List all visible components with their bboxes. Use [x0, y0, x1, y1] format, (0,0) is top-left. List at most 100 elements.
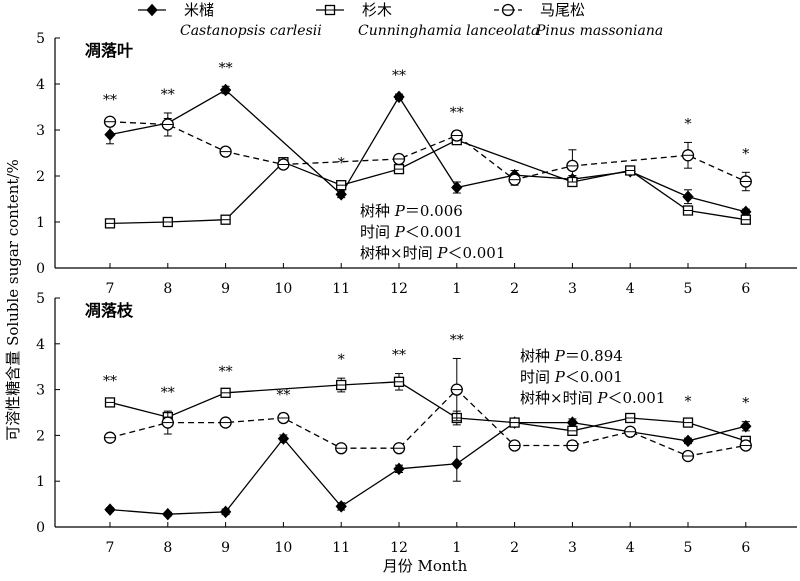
legend-latin-pinus: Pinus massoniana	[535, 23, 663, 39]
data-point-pinus	[739, 439, 752, 452]
data-point-pinus	[277, 158, 290, 171]
data-point-castanopsis	[219, 505, 232, 519]
data-point-cunninghamia	[220, 387, 231, 398]
data-point-pinus	[277, 411, 290, 425]
data-point-pinus	[450, 129, 463, 142]
data-point-cunninghamia	[625, 165, 636, 176]
series-pinus	[103, 357, 752, 463]
data-point-castanopsis	[451, 181, 463, 194]
series-castanopsis	[104, 83, 752, 219]
data-point-castanopsis	[682, 190, 694, 203]
x-tick-label: 3	[568, 281, 577, 297]
data-point-pinus	[681, 149, 695, 162]
legend-item-cunninghamia: 杉木 Cunninghamia lanceolata	[316, 1, 539, 39]
data-point-cunninghamia	[393, 376, 405, 387]
data-point-cunninghamia	[393, 163, 405, 175]
y-axis-label: 可溶性糖含量 Soluble sugar content/%	[4, 159, 22, 440]
x-tick-label: 9	[221, 540, 230, 556]
y-tick-label: 2	[36, 428, 45, 444]
x-axis-label: 月份 Month	[383, 557, 468, 575]
data-point-pinus	[103, 431, 117, 444]
y-tick-label: 3	[36, 383, 45, 399]
data-point-pinus	[681, 449, 695, 463]
x-tick-label: 10	[274, 281, 292, 297]
significance-mark: *	[338, 352, 345, 368]
data-point-castanopsis	[219, 83, 232, 97]
series-line-castanopsis	[109, 421, 746, 515]
legend-zh-castanopsis: 米槠	[184, 1, 214, 19]
data-point-pinus	[624, 425, 637, 438]
y-tick-label: 4	[36, 337, 45, 353]
y-tick-label: 0	[36, 261, 45, 277]
y-tick-label: 1	[36, 215, 45, 231]
x-tick-label: 1	[452, 281, 461, 297]
data-point-castanopsis	[335, 500, 347, 513]
significance-mark: **	[276, 387, 290, 403]
legend-marker-cunninghamia	[324, 4, 336, 16]
data-point-pinus	[508, 439, 521, 452]
data-point-cunninghamia	[740, 214, 751, 225]
data-point-pinus	[161, 118, 174, 131]
legend-marker-castanopsis	[146, 3, 158, 17]
x-tick-label: 8	[163, 281, 172, 297]
data-point-cunninghamia	[509, 417, 520, 428]
data-point-cunninghamia	[336, 180, 347, 191]
x-tick-label: 11	[332, 281, 350, 297]
significance-mark: **	[103, 374, 117, 390]
significance-mark: **	[161, 385, 175, 401]
data-point-cunninghamia	[682, 417, 694, 428]
x-tick-label: 12	[390, 540, 408, 556]
legend: 米槠 Castanopsis carlesii 杉木 Cunninghamia lan…	[138, 1, 663, 39]
series-line-pinus	[109, 121, 747, 183]
panel-title: 凋落枝	[85, 301, 134, 320]
series-castanopsis	[104, 416, 752, 521]
data-point-cunninghamia	[104, 397, 116, 408]
y-tick-label: 0	[36, 520, 45, 536]
x-tick-label: 7	[106, 281, 115, 297]
legend-marker-pinus	[501, 3, 515, 17]
data-point-cunninghamia	[625, 412, 636, 424]
data-point-pinus	[450, 383, 463, 396]
y-tick-label: 1	[36, 474, 45, 490]
y-tick-label: 3	[36, 123, 45, 139]
x-tick-label: 2	[510, 540, 519, 556]
significance-mark: **	[161, 87, 175, 103]
data-point-pinus	[392, 152, 406, 166]
data-point-pinus	[219, 416, 232, 429]
data-point-cunninghamia	[567, 425, 578, 436]
data-point-pinus	[508, 173, 521, 186]
data-point-castanopsis	[104, 503, 116, 516]
legend-latin-cunninghamia: Cunninghamia lanceolata	[358, 23, 539, 39]
x-tick-label: 8	[163, 540, 172, 556]
x-tick-label: 4	[626, 540, 635, 556]
significance-mark: **	[103, 93, 117, 109]
legend-item-castanopsis: 米槠 Castanopsis carlesii	[138, 1, 322, 39]
data-point-cunninghamia	[220, 214, 231, 225]
x-tick-label: 3	[568, 540, 577, 556]
y-tick-label: 2	[36, 169, 45, 185]
x-tick-label: 6	[741, 281, 750, 297]
y-tick-label: 4	[36, 77, 45, 93]
x-tick-label: 7	[106, 540, 115, 556]
data-point-cunninghamia	[682, 205, 694, 216]
data-point-castanopsis	[682, 434, 694, 448]
data-point-castanopsis	[451, 457, 463, 471]
significance-mark: **	[392, 68, 406, 84]
stats-line: 树种 P＝0.894	[520, 347, 623, 365]
series-cunninghamia	[104, 373, 751, 447]
x-tick-label: 5	[684, 281, 693, 297]
data-point-castanopsis	[104, 128, 116, 141]
series-line-castanopsis	[109, 89, 746, 213]
data-point-castanopsis	[277, 432, 290, 445]
data-point-pinus	[392, 442, 406, 455]
significance-mark: **	[392, 348, 406, 364]
significance-mark: *	[742, 396, 749, 412]
data-point-cunninghamia	[162, 216, 173, 228]
data-point-castanopsis	[740, 419, 752, 433]
data-point-pinus	[739, 175, 752, 188]
x-tick-label: 5	[684, 540, 693, 556]
x-tick-label: 4	[626, 281, 635, 297]
